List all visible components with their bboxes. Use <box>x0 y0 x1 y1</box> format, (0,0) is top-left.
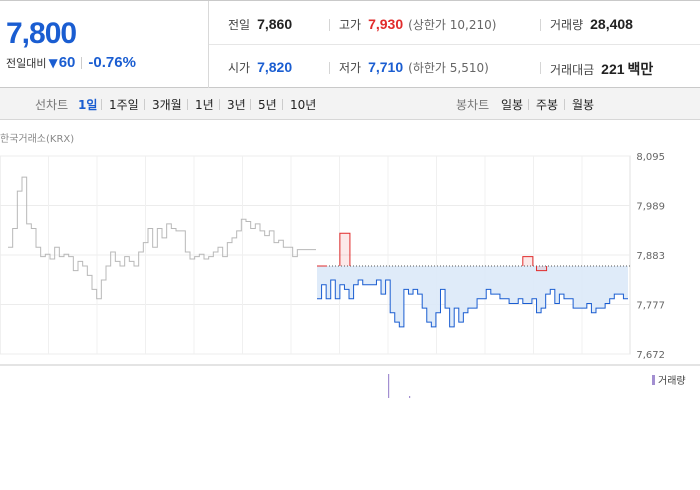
above-prev-close-mark <box>522 256 534 266</box>
change-row: 전일대비 ▼ 60 -0.76% <box>6 54 136 71</box>
volume-label: 거래량 <box>550 18 584 32</box>
tab-10year[interactable]: 10년 <box>290 98 317 112</box>
prev-close-value: 7,860 <box>257 16 293 32</box>
amount-label: 거래대금 <box>550 63 595 77</box>
volume-swatch <box>652 374 655 385</box>
high-label: 고가 <box>339 18 362 32</box>
volume-cell: 거래량 28,408 <box>550 16 633 33</box>
open-cell: 시가 7,820 <box>228 59 292 76</box>
divider <box>540 19 541 31</box>
y-tick-label: 8,095 <box>636 152 665 163</box>
tab-3month[interactable]: 3개월 <box>152 98 182 112</box>
divider <box>101 99 102 110</box>
change-label: 전일대비 <box>6 56 47 70</box>
amount-unit: 백만 <box>627 61 654 77</box>
tab-5year[interactable]: 5년 <box>258 98 277 112</box>
chart-period-tabs: 선차트 1일 1주일 3개월 1년 3년 5년 10년 봉차트 일봉 주봉 월봉 <box>0 88 700 120</box>
tab-3year[interactable]: 3년 <box>227 98 246 112</box>
tab-daily-candle[interactable]: 일봉 <box>501 98 524 112</box>
previous-day-line <box>8 176 316 300</box>
low-label: 저가 <box>339 61 362 75</box>
lower-limit: (하한가 5,510) <box>408 61 489 75</box>
tab-1day[interactable]: 1일 <box>78 98 98 112</box>
divider <box>329 19 330 31</box>
y-tick-label: 7,777 <box>636 301 665 312</box>
today-price-line <box>317 279 628 328</box>
data-source: 한국거래소(KRX) <box>0 134 75 145</box>
upper-limit: (상한가 10,210) <box>408 18 497 32</box>
divider <box>219 99 220 110</box>
quote-panel: 7,800 전일대비 ▼ 60 -0.76% 전일 7,860 고가 7,930… <box>0 0 700 88</box>
divider <box>144 99 145 110</box>
amount-cell: 거래대금 221 백만 <box>550 59 653 79</box>
divider <box>540 62 541 74</box>
tab-1year[interactable]: 1년 <box>195 98 214 112</box>
volume-bar <box>409 396 411 398</box>
divider <box>209 44 700 45</box>
open-label: 시가 <box>228 61 251 75</box>
current-price: 7,800 <box>6 17 77 50</box>
prev-close-label: 전일 <box>228 18 251 32</box>
price-chart: 8,095 7,989 7,883 7,777 7,672 <box>0 152 700 398</box>
open-value: 7,820 <box>257 59 293 75</box>
tab-weekly-candle[interactable]: 주봉 <box>536 98 559 112</box>
high-value: 7,930 <box>368 16 404 32</box>
price-box: 7,800 전일대비 ▼ 60 -0.76% <box>0 1 209 88</box>
down-arrow-icon: ▼ <box>48 55 58 70</box>
below-prev-close-area <box>317 266 628 327</box>
volume-legend-label: 거래량 <box>658 376 686 387</box>
volume-bar <box>388 374 390 398</box>
line-chart-label: 선차트 <box>35 98 69 112</box>
change-rate: -0.76% <box>88 54 136 71</box>
y-tick-label: 7,672 <box>636 350 665 361</box>
amount-value: 221 <box>601 61 625 77</box>
volume-legend: 거래량 <box>652 372 686 387</box>
divider <box>81 56 83 69</box>
divider <box>282 99 283 110</box>
candle-chart-label: 봉차트 <box>456 98 490 112</box>
above-prev-close-mark <box>536 266 548 272</box>
divider <box>564 99 565 110</box>
change-value: 60 <box>58 54 76 71</box>
low-value: 7,710 <box>368 59 404 75</box>
above-prev-close-mark <box>339 232 351 266</box>
high-cell: 고가 7,930 (상한가 10,210) <box>339 16 496 33</box>
divider <box>528 99 529 110</box>
divider <box>187 99 188 110</box>
low-cell: 저가 7,710 (하한가 5,510) <box>339 59 489 76</box>
prev-close-cell: 전일 7,860 <box>228 16 292 33</box>
tab-1week[interactable]: 1주일 <box>109 98 139 112</box>
y-tick-label: 7,883 <box>636 251 665 262</box>
volume-value: 28,408 <box>590 16 633 32</box>
tab-monthly-candle[interactable]: 월봉 <box>572 98 595 112</box>
y-tick-label: 7,989 <box>636 202 665 213</box>
divider <box>250 99 251 110</box>
divider <box>329 62 330 74</box>
